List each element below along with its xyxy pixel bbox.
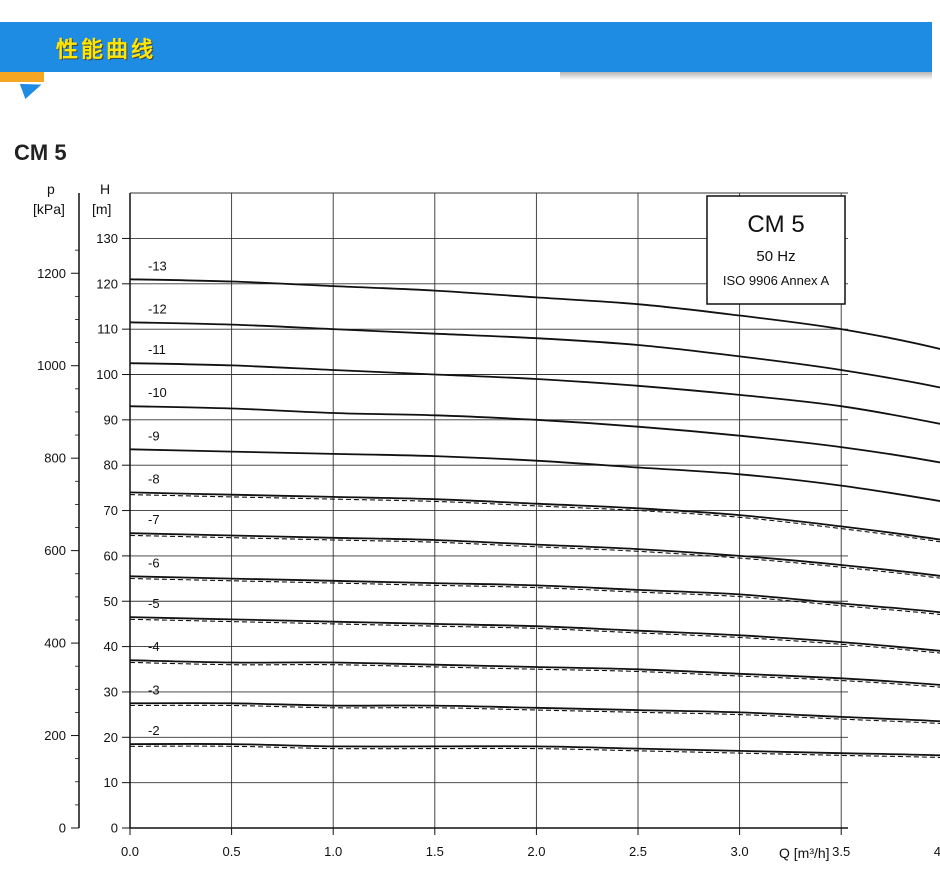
curve-label: -3 bbox=[148, 682, 160, 697]
pressure-tick-label: 600 bbox=[44, 543, 66, 558]
tolerance-curve bbox=[129, 577, 940, 616]
banner-accent-stripe bbox=[0, 72, 44, 82]
performance-curve bbox=[129, 616, 940, 652]
info-box-frequency: 50 Hz bbox=[756, 248, 795, 265]
model-heading: CM 5 bbox=[14, 140, 67, 165]
pressure-tick-label: 400 bbox=[44, 636, 66, 651]
x-axis-label: Q [m³/h] bbox=[779, 845, 830, 861]
curve-label: -12 bbox=[148, 301, 167, 316]
pressure-axis-unit: [kPa] bbox=[33, 201, 65, 217]
curve-label: -5 bbox=[148, 596, 160, 611]
head-axis-symbol: H bbox=[100, 181, 110, 197]
performance-curve bbox=[129, 659, 940, 686]
pressure-tick-label: 800 bbox=[44, 451, 66, 466]
info-box-standard: ISO 9906 Annex A bbox=[723, 273, 830, 288]
chart-grid bbox=[130, 192, 848, 828]
x-tick-label: 1.0 bbox=[324, 844, 342, 859]
curve-label: -6 bbox=[148, 555, 160, 570]
chart-curves: -13 -12 -11 -10 -9 -8 -7 -6 -5 -4 -3 -2 bbox=[129, 258, 940, 759]
curve-label: -7 bbox=[148, 512, 160, 527]
head-tick-label: 10 bbox=[104, 775, 118, 790]
curve-label: -4 bbox=[148, 639, 160, 654]
x-tick-label: 2.5 bbox=[629, 844, 647, 859]
curve-label: -9 bbox=[148, 428, 160, 443]
pressure-tick-label: 0 bbox=[59, 821, 66, 836]
performance-curve bbox=[129, 405, 940, 464]
performance-curve bbox=[129, 362, 940, 425]
head-tick-label: 120 bbox=[96, 276, 118, 291]
pressure-tick-label: 200 bbox=[44, 728, 66, 743]
head-axis-unit: [m] bbox=[92, 201, 111, 217]
head-tick-label: 110 bbox=[97, 322, 118, 337]
section-title: 性能曲线 bbox=[56, 38, 157, 63]
head-tick-label: 40 bbox=[104, 639, 118, 654]
curve-label: -8 bbox=[148, 471, 160, 486]
pressure-tick-label: 1000 bbox=[37, 358, 66, 373]
pressure-tick-label: 1200 bbox=[37, 266, 66, 281]
head-tick-label: 130 bbox=[96, 231, 118, 246]
x-tick-label: 1.5 bbox=[426, 844, 444, 859]
head-tick-label: 70 bbox=[104, 503, 118, 518]
head-tick-label: 0 bbox=[111, 821, 118, 836]
head-tick-label: 60 bbox=[104, 548, 118, 563]
head-tick-label: 50 bbox=[104, 594, 118, 609]
tolerance-curve bbox=[129, 534, 940, 579]
performance-curve bbox=[129, 491, 940, 541]
section-banner: 性能曲线 bbox=[0, 22, 932, 72]
performance-curve bbox=[129, 278, 940, 350]
performance-curve bbox=[129, 321, 940, 389]
head-tick-label: 20 bbox=[104, 730, 118, 745]
performance-curve bbox=[129, 702, 940, 723]
tolerance-curve bbox=[129, 661, 940, 688]
curve-label: -13 bbox=[148, 258, 167, 273]
performance-curve bbox=[129, 743, 940, 757]
performance-curve bbox=[129, 575, 940, 614]
x-tick-label: 2.0 bbox=[527, 844, 545, 859]
head-tick-label: 100 bbox=[96, 367, 118, 382]
tolerance-curve bbox=[129, 618, 940, 654]
curve-label: -11 bbox=[148, 342, 166, 357]
head-tick-label: 90 bbox=[104, 412, 118, 427]
curve-label: -2 bbox=[148, 723, 160, 738]
curve-label: -10 bbox=[148, 385, 167, 400]
head-tick-label: 80 bbox=[104, 458, 118, 473]
tolerance-curve bbox=[129, 745, 940, 759]
banner-shadow bbox=[560, 72, 932, 80]
x-tick-label: 3.0 bbox=[731, 844, 749, 859]
pressure-axis-symbol: p bbox=[47, 181, 55, 197]
chart-ticks: 0.00.51.01.52.02.53.03.54.04.55.05.56.00… bbox=[37, 231, 940, 859]
x-tick-label: 0.0 bbox=[121, 844, 139, 859]
performance-curve bbox=[129, 532, 940, 577]
performance-curve bbox=[129, 448, 940, 502]
tolerance-curve bbox=[129, 494, 940, 543]
info-box-frame bbox=[706, 195, 846, 305]
x-tick-label: 0.5 bbox=[223, 844, 241, 859]
x-tick-label: 4.0 bbox=[934, 844, 940, 859]
head-tick-label: 30 bbox=[104, 684, 118, 699]
info-box-model: CM 5 bbox=[747, 211, 804, 238]
tolerance-curve bbox=[129, 704, 940, 724]
info-box: CM 5 50 Hz ISO 9906 Annex A bbox=[706, 195, 846, 305]
x-tick-label: 3.5 bbox=[832, 844, 850, 859]
